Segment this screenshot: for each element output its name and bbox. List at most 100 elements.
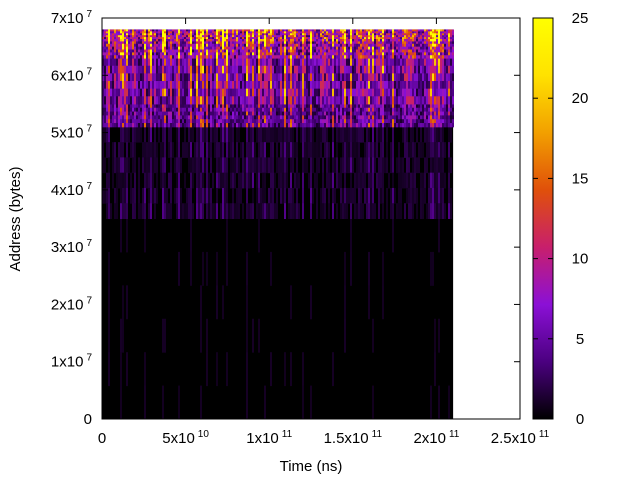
heatmap-cell xyxy=(256,58,258,67)
heatmap-cell xyxy=(110,203,112,219)
heatmap-cell xyxy=(176,142,178,158)
heatmap-cell xyxy=(288,46,290,51)
heatmap-cell xyxy=(258,203,260,219)
heatmap-cell xyxy=(244,33,246,36)
heatmap-cell xyxy=(444,88,446,97)
heatmap-cell xyxy=(370,142,372,158)
heatmap-cell xyxy=(316,39,318,42)
heatmap-cell xyxy=(246,385,248,419)
heatmap-cell xyxy=(210,35,212,38)
heatmap-cell xyxy=(310,115,312,120)
heatmap-cell xyxy=(114,157,116,174)
heatmap-cell xyxy=(208,187,210,204)
heatmap-cell xyxy=(312,35,314,38)
heatmap-cell xyxy=(436,123,438,128)
heatmap-cell xyxy=(108,52,110,56)
heatmap-cell xyxy=(252,46,254,51)
heatmap-cell xyxy=(198,88,200,97)
heatmap-cell xyxy=(124,31,126,34)
heatmap-cell xyxy=(198,31,200,34)
heatmap-cell xyxy=(124,40,126,45)
heatmap-cell xyxy=(180,49,182,53)
heatmap-cell xyxy=(302,172,304,189)
heatmap-cell xyxy=(186,88,188,97)
heatmap-cell xyxy=(286,65,288,74)
heatmap-cell xyxy=(324,187,326,204)
heatmap-cell xyxy=(196,88,198,97)
heatmap-cell xyxy=(436,142,438,158)
heatmap-cell xyxy=(206,187,208,204)
heatmap-cell xyxy=(424,119,426,124)
heatmap-cell xyxy=(304,35,306,38)
heatmap-cell xyxy=(206,107,208,113)
heatmap-cell xyxy=(104,40,106,45)
heatmap-cell xyxy=(176,115,178,120)
heatmap-cell xyxy=(186,107,188,113)
heatmap-cell xyxy=(162,73,164,82)
heatmap-cell xyxy=(128,39,130,42)
heatmap-cell xyxy=(140,40,142,45)
heatmap-cell xyxy=(328,115,330,120)
heatmap-cell xyxy=(278,55,280,59)
heatmap-cell xyxy=(152,88,154,97)
heatmap-cell xyxy=(332,111,334,116)
heatmap-cell xyxy=(240,39,242,42)
heatmap-cell xyxy=(430,123,432,128)
heatmap-cell xyxy=(250,46,252,51)
heatmap-cell xyxy=(430,37,432,40)
heatmap-cell xyxy=(382,73,384,82)
heatmap-cell xyxy=(292,111,294,116)
heatmap-cell xyxy=(190,73,192,82)
heatmap-cell xyxy=(448,96,450,105)
heatmap-cell xyxy=(320,33,322,36)
heatmap-cell xyxy=(160,73,162,82)
heatmap-cell xyxy=(380,142,382,158)
heatmap-cell xyxy=(422,46,424,51)
heatmap-cell xyxy=(118,119,120,124)
heatmap-cell xyxy=(230,119,232,124)
heatmap-cell xyxy=(380,55,382,59)
heatmap-cell xyxy=(166,31,168,34)
heatmap-cell xyxy=(330,73,332,82)
heatmap-cell xyxy=(142,52,144,56)
heatmap-cell xyxy=(220,73,222,82)
heatmap-cell xyxy=(144,55,146,59)
heatmap-cell xyxy=(336,88,338,97)
heatmap-cell xyxy=(320,39,322,42)
heatmap-cell xyxy=(400,58,402,67)
heatmap-cell xyxy=(394,33,396,36)
heatmap-cell xyxy=(186,96,188,105)
heatmap-cell xyxy=(230,123,232,128)
heatmap-cell xyxy=(334,46,336,51)
heatmap-cell xyxy=(210,203,212,219)
heatmap-cell xyxy=(306,46,308,51)
heatmap-cell xyxy=(210,119,212,124)
heatmap-cell xyxy=(308,58,310,67)
heatmap-cell xyxy=(356,203,358,219)
heatmap-cell xyxy=(200,203,202,219)
heatmap-cell xyxy=(358,73,360,82)
heatmap-cell xyxy=(152,49,154,53)
heatmap-cell xyxy=(414,52,416,56)
heatmap-cell xyxy=(358,29,360,32)
heatmap-cell xyxy=(264,40,266,45)
heatmap-cell xyxy=(292,49,294,53)
heatmap-cell xyxy=(280,33,282,36)
heatmap-cell xyxy=(324,126,326,143)
heatmap-cell xyxy=(394,187,396,204)
heatmap-cell xyxy=(192,103,194,109)
heatmap-cell xyxy=(120,39,122,42)
heatmap-cell xyxy=(264,39,266,42)
heatmap-cell xyxy=(164,39,166,42)
heatmap-cell xyxy=(262,33,264,36)
heatmap-cell xyxy=(156,55,158,59)
heatmap-cell xyxy=(308,55,310,59)
heatmap-cell xyxy=(396,39,398,42)
heatmap-cell xyxy=(332,73,334,82)
heatmap-cell xyxy=(172,58,174,67)
heatmap-cell xyxy=(444,73,446,82)
heatmap-cell xyxy=(206,55,208,59)
heatmap-cell xyxy=(220,88,222,97)
heatmap-cell xyxy=(320,43,322,48)
heatmap-cell xyxy=(320,52,322,56)
